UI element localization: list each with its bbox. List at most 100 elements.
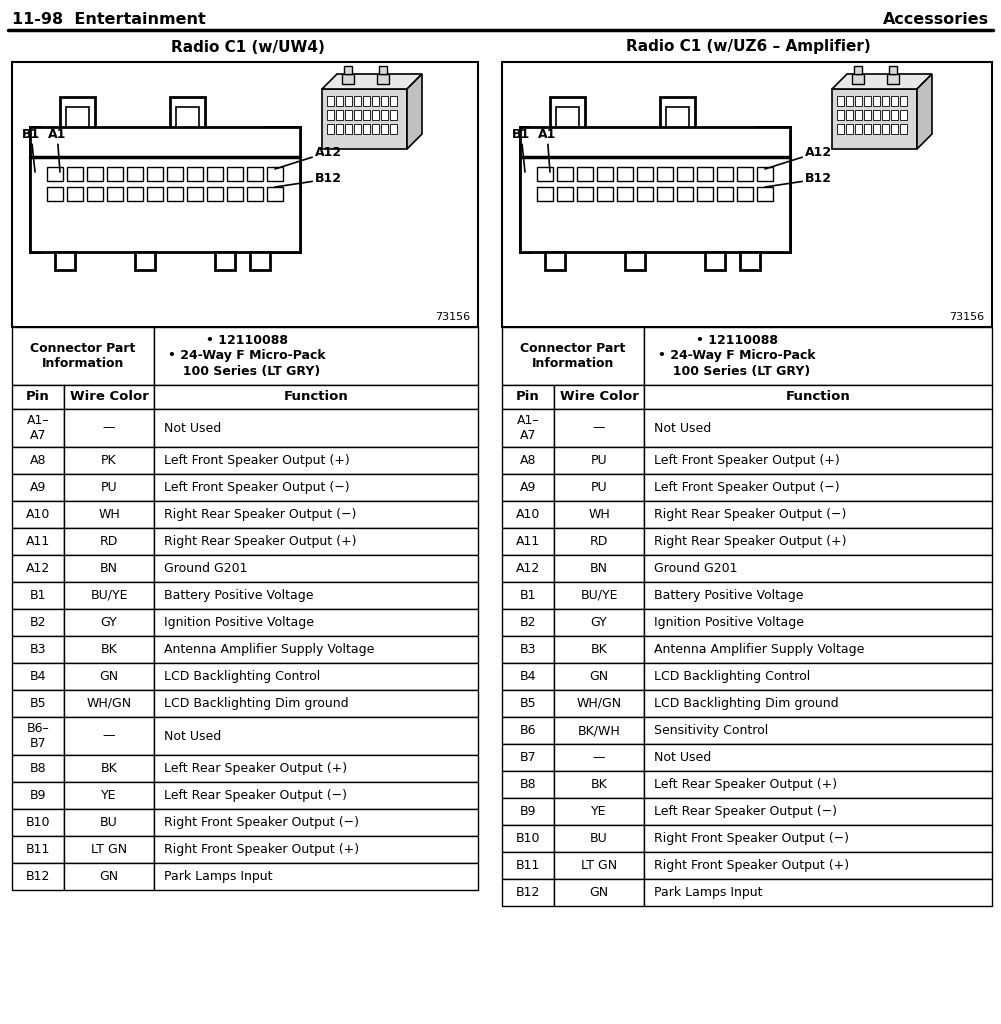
Bar — [147, 167, 163, 181]
Text: Not Used: Not Used — [654, 751, 712, 764]
Bar — [537, 167, 553, 181]
Bar — [170, 97, 205, 150]
Text: B2: B2 — [30, 616, 46, 629]
Text: Connector Part
Information: Connector Part Information — [521, 342, 626, 370]
Text: BU/YE: BU/YE — [90, 589, 128, 602]
Bar — [12, 755, 64, 782]
Bar — [864, 124, 871, 134]
Bar — [737, 187, 753, 201]
Bar — [12, 385, 64, 409]
Text: B3: B3 — [30, 643, 46, 656]
Text: 11-98  Entertainment: 11-98 Entertainment — [12, 12, 206, 28]
Bar — [502, 555, 554, 582]
Bar — [666, 106, 689, 137]
Text: A1: A1 — [538, 128, 557, 172]
Bar — [502, 744, 554, 771]
Text: B12: B12 — [26, 870, 50, 883]
Text: —: — — [593, 751, 606, 764]
Bar — [390, 110, 397, 120]
Bar — [64, 609, 154, 636]
Bar — [644, 474, 992, 501]
Bar — [554, 385, 644, 409]
Text: B1: B1 — [512, 128, 531, 172]
Text: Battery Positive Voltage: Battery Positive Voltage — [654, 589, 804, 602]
Text: PU: PU — [591, 454, 608, 467]
Bar — [12, 62, 478, 327]
Bar — [846, 96, 853, 106]
Bar — [154, 327, 478, 385]
Bar — [64, 809, 154, 836]
Text: Pin: Pin — [26, 390, 50, 403]
Text: B8: B8 — [30, 762, 46, 775]
Bar — [215, 252, 235, 270]
Bar — [644, 852, 992, 879]
Bar — [637, 187, 653, 201]
Text: B5: B5 — [520, 697, 537, 710]
Text: B12: B12 — [275, 172, 342, 187]
Bar — [502, 501, 554, 528]
Bar — [154, 690, 478, 717]
Bar — [554, 825, 644, 852]
Text: Right Front Speaker Output (+): Right Front Speaker Output (+) — [654, 859, 849, 872]
Text: B12: B12 — [516, 886, 541, 899]
Text: A12: A12 — [275, 145, 342, 169]
Text: B1: B1 — [30, 589, 46, 602]
Bar — [207, 167, 223, 181]
Text: Wire Color: Wire Color — [69, 390, 148, 403]
Bar — [336, 96, 343, 106]
Text: Right Front Speaker Output (+): Right Front Speaker Output (+) — [164, 843, 359, 856]
Bar — [390, 96, 397, 106]
Bar — [644, 385, 992, 409]
Bar — [154, 717, 478, 755]
Bar — [755, 127, 790, 252]
Bar — [379, 66, 387, 74]
Bar — [644, 582, 992, 609]
Text: B3: B3 — [520, 643, 537, 656]
Bar — [644, 501, 992, 528]
Bar — [372, 110, 379, 120]
Text: Park Lamps Input: Park Lamps Input — [164, 870, 272, 883]
Bar — [60, 97, 95, 150]
Bar — [737, 167, 753, 181]
Bar — [154, 385, 478, 409]
Bar — [64, 717, 154, 755]
Text: B6–
B7: B6– B7 — [27, 722, 49, 750]
Bar — [47, 167, 63, 181]
Bar — [502, 609, 554, 636]
Bar — [12, 717, 64, 755]
Bar — [66, 106, 89, 137]
Bar — [154, 755, 478, 782]
Text: B6: B6 — [520, 724, 537, 737]
Text: B8: B8 — [520, 778, 537, 791]
Text: BK: BK — [101, 643, 117, 656]
Text: GN: GN — [590, 670, 609, 683]
Bar — [554, 798, 644, 825]
Text: BK: BK — [591, 643, 608, 656]
Text: Accessories: Accessories — [883, 12, 989, 28]
Bar — [644, 528, 992, 555]
Bar — [107, 167, 123, 181]
Text: Right Rear Speaker Output (−): Right Rear Speaker Output (−) — [164, 508, 356, 521]
Bar — [855, 124, 862, 134]
Bar — [554, 447, 644, 474]
Bar — [154, 609, 478, 636]
Bar — [154, 863, 478, 890]
Bar — [12, 501, 64, 528]
Bar — [354, 124, 361, 134]
Bar — [64, 501, 154, 528]
Bar — [644, 798, 992, 825]
Bar — [502, 582, 554, 609]
Bar — [677, 187, 693, 201]
Bar — [697, 187, 713, 201]
Text: LCD Backlighting Control: LCD Backlighting Control — [654, 670, 810, 683]
Text: Connector Part
Information: Connector Part Information — [30, 342, 136, 370]
Bar — [644, 447, 992, 474]
Text: GN: GN — [590, 886, 609, 899]
Bar — [344, 66, 352, 74]
Bar — [864, 96, 871, 106]
Text: RD: RD — [590, 535, 609, 548]
Text: —: — — [103, 729, 115, 742]
Bar — [554, 528, 644, 555]
Text: B4: B4 — [520, 670, 537, 683]
Text: Not Used: Not Used — [164, 422, 221, 434]
